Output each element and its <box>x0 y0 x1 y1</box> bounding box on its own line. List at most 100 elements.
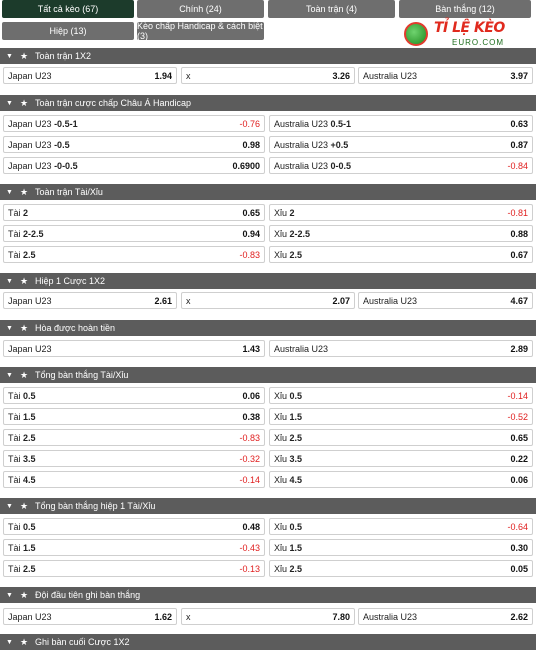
tab-main[interactable]: Chính (24) <box>137 0 264 18</box>
collapse-caret-icon[interactable]: ▼ <box>6 371 13 379</box>
collapse-caret-icon[interactable]: ▼ <box>6 502 13 510</box>
odds-cell[interactable]: Tài 2 0.65 <box>3 204 265 221</box>
selection-label: Xỉu 2 <box>274 207 295 218</box>
selection-label: Tài 2 <box>8 207 29 218</box>
odds-value: -0.84 <box>507 160 528 171</box>
odds-cell[interactable]: Xỉu 2.5 0.65 <box>269 429 533 446</box>
selection-label: Japan U23 -0-0.5 <box>8 160 78 171</box>
odds-cell[interactable]: Tài 1.5 0.38 <box>3 408 265 425</box>
tab-all-odds[interactable]: Tất cả kèo (67) <box>2 0 134 18</box>
odds-cell[interactable]: Japan U23 1.62 <box>3 608 177 625</box>
odds-value: 0.38 <box>242 411 260 422</box>
star-icon[interactable]: ★ <box>19 186 29 197</box>
odds-value: 0.65 <box>510 432 528 443</box>
star-icon[interactable]: ★ <box>19 322 29 333</box>
odds-cell[interactable]: Tài 1.5 -0.43 <box>3 539 265 556</box>
odds-cell[interactable]: Australia U23 0.5-1 0.63 <box>269 115 533 132</box>
collapse-caret-icon[interactable]: ▼ <box>6 277 13 285</box>
star-icon[interactable]: ★ <box>19 97 29 108</box>
odds-cell[interactable]: Japan U23 1.94 <box>3 67 177 84</box>
selection-label: x <box>186 295 191 306</box>
odds-cell[interactable]: Japan U23 -0.5-1 -0.76 <box>3 115 265 132</box>
selection-label: Tài 0.5 <box>8 521 36 532</box>
odds-cell[interactable]: Australia U23 +0.5 0.87 <box>269 136 533 153</box>
tab-half[interactable]: Hiệp (13) <box>2 22 134 40</box>
collapse-caret-icon[interactable]: ▼ <box>6 188 13 196</box>
odds-cell[interactable]: Australia U23 3.97 <box>358 67 533 84</box>
odds-cell[interactable]: x 7.80 <box>181 608 355 625</box>
selection-label: Tài 4.5 <box>8 474 36 485</box>
odds-cell[interactable]: Tài 4.5 -0.14 <box>3 471 265 488</box>
section-header-draw-no-bet[interactable]: ▼ ★ Hòa được hoàn tiền <box>0 320 536 336</box>
section-title: Ghi bàn cuối Cược 1X2 <box>35 637 130 647</box>
section-header-total-goals[interactable]: ▼ ★ Tổng bàn thắng Tài/Xỉu <box>0 367 536 383</box>
odds-value: 1.94 <box>154 70 172 81</box>
section-header-asian-handicap[interactable]: ▼ ★ Toàn trận cược chấp Châu Á Handicap <box>0 95 536 111</box>
star-icon[interactable]: ★ <box>19 275 29 286</box>
odds-cell[interactable]: Xỉu 2 -0.81 <box>269 204 533 221</box>
selection-label: Tài 1.5 <box>8 411 36 422</box>
section-header-last-goal[interactable]: ▼ ★ Ghi bàn cuối Cược 1X2 <box>0 634 536 650</box>
odds-cell[interactable]: x 3.26 <box>181 67 355 84</box>
selection-label: Xỉu 0.5 <box>274 521 303 532</box>
section-header-over-under[interactable]: ▼ ★ Toàn trận Tài/Xỉu <box>0 184 536 200</box>
collapse-caret-icon[interactable]: ▼ <box>6 638 13 646</box>
odds-cell[interactable]: Japan U23 2.61 <box>3 292 177 309</box>
odds-value: 0.67 <box>510 249 528 260</box>
odds-cell[interactable]: Xỉu 1.5 -0.52 <box>269 408 533 425</box>
selection-label: Xỉu 2-2.5 <box>274 228 311 239</box>
odds-cell[interactable]: Australia U23 0-0.5 -0.84 <box>269 157 533 174</box>
odds-value: 0.88 <box>510 228 528 239</box>
site-logo[interactable]: TỈ LỆ KÈO EURO.COM <box>404 20 528 52</box>
odds-cell[interactable]: Xỉu 2.5 0.67 <box>269 246 533 263</box>
odds-value: -0.14 <box>239 474 260 485</box>
star-icon[interactable]: ★ <box>19 369 29 380</box>
section-header-first-half-total[interactable]: ▼ ★ Tổng bàn thắng hiệp 1 Tài/Xỉu <box>0 498 536 514</box>
odds-cell[interactable]: Tài 0.5 0.48 <box>3 518 265 535</box>
odds-cell[interactable]: Xỉu 2-2.5 0.88 <box>269 225 533 242</box>
odds-value: 0.63 <box>510 118 528 129</box>
section-header-full-1x2[interactable]: ▼ ★ Toàn trận 1X2 <box>0 48 536 64</box>
collapse-caret-icon[interactable]: ▼ <box>6 52 13 60</box>
odds-cell[interactable]: Japan U23 1.43 <box>3 340 265 357</box>
odds-cell[interactable]: Xỉu 2.5 0.05 <box>269 560 533 577</box>
odds-cell[interactable]: Tài 0.5 0.06 <box>3 387 265 404</box>
odds-cell[interactable]: Xỉu 1.5 0.30 <box>269 539 533 556</box>
odds-cell[interactable]: Australia U23 4.67 <box>358 292 533 309</box>
odds-value: -0.32 <box>239 453 260 464</box>
odds-cell[interactable]: Xỉu 0.5 -0.64 <box>269 518 533 535</box>
collapse-caret-icon[interactable]: ▼ <box>6 324 13 332</box>
odds-cell[interactable]: Xỉu 0.5 -0.14 <box>269 387 533 404</box>
odds-cell[interactable]: Japan U23 -0.5 0.98 <box>3 136 265 153</box>
section-header-first-goal[interactable]: ▼ ★ Đội đầu tiên ghi bàn thắng <box>0 587 536 603</box>
tab-full-match[interactable]: Toàn trận (4) <box>268 0 395 18</box>
odds-value: -0.64 <box>507 521 528 532</box>
star-icon[interactable]: ★ <box>19 50 29 61</box>
odds-value: -0.83 <box>239 249 260 260</box>
odds-cell[interactable]: Xỉu 4.5 0.06 <box>269 471 533 488</box>
odds-cell[interactable]: Tài 3.5 -0.32 <box>3 450 265 467</box>
selection-label: Xỉu 4.5 <box>274 474 303 485</box>
star-icon[interactable]: ★ <box>19 636 29 647</box>
odds-value: -0.14 <box>507 390 528 401</box>
odds-cell[interactable]: Xỉu 3.5 0.22 <box>269 450 533 467</box>
collapse-caret-icon[interactable]: ▼ <box>6 99 13 107</box>
logo-subtext: EURO.COM <box>452 38 504 47</box>
star-icon[interactable]: ★ <box>19 589 29 600</box>
collapse-caret-icon[interactable]: ▼ <box>6 591 13 599</box>
odds-cell[interactable]: Australia U23 2.62 <box>358 608 533 625</box>
tab-goals[interactable]: Bàn thắng (12) <box>399 0 531 18</box>
odds-value: 3.26 <box>332 70 350 81</box>
section-header-half-1x2[interactable]: ▼ ★ Hiệp 1 Cược 1X2 <box>0 273 536 289</box>
selection-label: Japan U23 -0.5 <box>8 139 70 150</box>
tab-handicap[interactable]: Kèo chấp Handicap & cách biệt (3) <box>137 21 264 41</box>
selection-label: Xỉu 1.5 <box>274 542 303 553</box>
star-icon[interactable]: ★ <box>19 500 29 511</box>
odds-cell[interactable]: Japan U23 -0-0.5 0.6900 <box>3 157 265 174</box>
odds-cell[interactable]: Tài 2.5 -0.13 <box>3 560 265 577</box>
odds-cell[interactable]: Tài 2.5 -0.83 <box>3 246 265 263</box>
odds-cell[interactable]: Tài 2.5 -0.83 <box>3 429 265 446</box>
odds-cell[interactable]: x 2.07 <box>181 292 355 309</box>
odds-cell[interactable]: Australia U23 2.89 <box>269 340 533 357</box>
odds-cell[interactable]: Tài 2-2.5 0.94 <box>3 225 265 242</box>
